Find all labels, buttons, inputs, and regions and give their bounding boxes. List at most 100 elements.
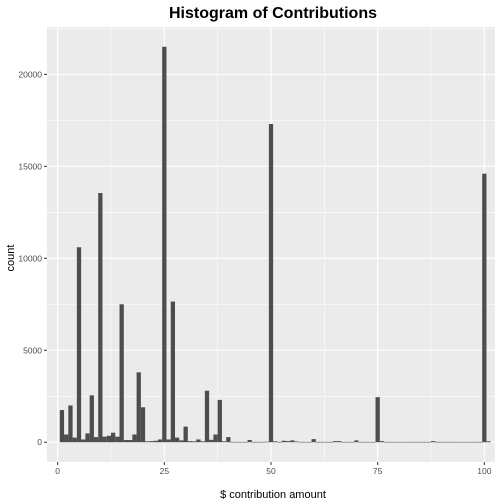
chart-title: Histogram of Contributions	[169, 5, 377, 22]
histogram-bar	[183, 426, 188, 443]
histogram-bar	[85, 433, 90, 443]
y-tick-label: 10000	[18, 253, 42, 263]
histogram-bar	[226, 437, 231, 443]
histogram-bar	[264, 441, 269, 443]
histogram-bar	[298, 441, 303, 443]
histogram-bar	[307, 441, 312, 443]
histogram-bar	[162, 46, 167, 443]
histogram-bar	[81, 439, 86, 443]
histogram-bar	[204, 390, 210, 443]
histogram-bar	[294, 441, 299, 443]
histogram-bar	[106, 435, 111, 443]
histogram-bar	[234, 441, 239, 443]
histogram-bar	[102, 436, 107, 443]
histogram-bar	[409, 441, 414, 443]
histogram-bar	[392, 441, 397, 443]
histogram-bar	[98, 192, 103, 443]
histogram-bar	[460, 441, 466, 443]
histogram-bar	[473, 441, 478, 443]
histogram-bar	[157, 439, 163, 443]
x-tick-label: 100	[477, 466, 491, 476]
histogram-bar	[375, 397, 380, 443]
histogram-bar	[64, 434, 69, 443]
histogram-bar	[247, 440, 252, 443]
histogram-bar	[149, 441, 154, 443]
histogram-bar	[166, 439, 171, 443]
histogram-bar	[68, 405, 73, 443]
histogram-bar	[213, 434, 218, 443]
histogram-bar	[285, 441, 291, 443]
histogram-bar	[422, 441, 427, 443]
histogram-bar	[268, 124, 274, 443]
histogram-bar	[486, 441, 491, 443]
histogram-bar	[230, 441, 235, 443]
histogram-bar	[170, 301, 175, 443]
histogram-bar	[388, 441, 393, 443]
histogram-bar	[349, 441, 355, 443]
histogram-bar	[277, 441, 282, 443]
histogram-bar	[290, 440, 295, 443]
histogram-bar	[217, 399, 222, 443]
histogram-bar	[358, 441, 363, 443]
histogram-bar	[367, 441, 372, 443]
histogram-bar	[187, 441, 193, 443]
histogram-bar	[145, 441, 150, 443]
histogram-bar	[456, 441, 461, 443]
histogram-bar	[431, 441, 436, 443]
histogram-bar	[443, 441, 449, 443]
histogram-bar	[405, 441, 410, 443]
histogram-bar	[413, 441, 419, 443]
histogram-bar	[328, 441, 333, 443]
histogram-bar	[332, 441, 338, 443]
x-axis-label: $ contribution amount	[220, 489, 326, 501]
histogram-bar	[132, 434, 137, 443]
histogram-bar	[123, 440, 129, 443]
histogram-bar	[256, 441, 261, 443]
histogram-bar	[362, 441, 367, 443]
histogram-bars	[59, 46, 491, 443]
histogram-bar	[439, 441, 444, 443]
histogram-bar	[477, 441, 483, 443]
y-axis-label: count	[5, 245, 17, 272]
y-tick-label: 15000	[18, 161, 42, 171]
histogram-bar	[320, 441, 325, 443]
histogram-bar	[371, 441, 376, 443]
histogram-bar	[465, 441, 470, 443]
histogram-bar	[448, 441, 453, 443]
histogram-bar	[192, 441, 197, 443]
histogram-bar	[260, 441, 265, 443]
histogram-bar	[221, 441, 227, 443]
histogram-bar	[337, 441, 342, 443]
histogram-bar	[435, 441, 440, 443]
histogram-bar	[315, 441, 321, 443]
histogram-bar	[76, 247, 82, 443]
histogram-bar	[396, 441, 402, 443]
histogram-bar	[111, 432, 116, 443]
histogram-bar	[401, 441, 406, 443]
histogram-bar	[311, 439, 316, 443]
histogram-bar	[418, 441, 423, 443]
histogram-bar	[115, 436, 120, 443]
histogram-bar	[384, 441, 389, 443]
y-tick-label: 20000	[18, 69, 42, 79]
histogram-bar	[72, 437, 77, 443]
histogram-bar	[251, 441, 257, 443]
histogram-bar	[345, 441, 350, 443]
histogram-bar	[209, 439, 214, 443]
histogram-bar	[469, 441, 474, 443]
histogram-bar	[128, 440, 133, 443]
histogram-bar	[175, 437, 180, 443]
histogram-bar	[196, 439, 201, 443]
y-tick-label: 0	[37, 437, 42, 447]
x-tick-label: 25	[160, 466, 170, 476]
x-tick-label: 0	[55, 466, 60, 476]
x-tick-label: 75	[373, 466, 383, 476]
histogram-bar	[426, 441, 431, 443]
x-tick-label: 50	[266, 466, 276, 476]
histogram-bar	[452, 441, 457, 443]
histogram-bar	[281, 440, 286, 443]
histogram-bar	[200, 441, 205, 443]
histogram-bar	[179, 440, 184, 443]
histogram-bar	[482, 173, 487, 443]
